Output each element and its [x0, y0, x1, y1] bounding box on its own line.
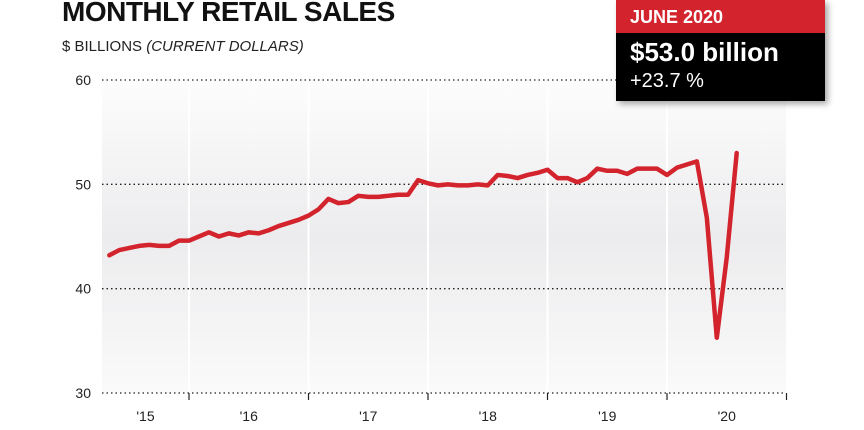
y-tick-label: 50: [75, 176, 91, 192]
sales-line: [107, 150, 739, 340]
x-tick-label: '15: [136, 408, 154, 424]
chart-subtitle: $ BILLIONS (CURRENT DOLLARS): [62, 38, 304, 55]
callout-change: +23.7 %: [630, 70, 704, 92]
x-tick-label: '20: [718, 408, 736, 424]
x-tick-label: '18: [479, 408, 497, 424]
x-tick-label: '16: [240, 408, 258, 424]
subtitle-note: (CURRENT DOLLARS): [146, 38, 304, 55]
callout-box: JUNE 2020 $53.0 billion +23.7 %: [616, 0, 825, 101]
x-tick-label: '17: [359, 408, 377, 424]
y-tick-label: 30: [75, 385, 91, 401]
chart-title: MONTHLY RETAIL SALES: [62, 0, 395, 27]
y-tick-label: 40: [75, 281, 91, 297]
callout-period: JUNE 2020: [616, 0, 825, 33]
subtitle-units: $ BILLIONS: [62, 38, 143, 55]
callout-value: $53.0 billion: [630, 37, 779, 67]
x-tick-label: '19: [598, 408, 616, 424]
y-tick-label: 60: [75, 72, 91, 88]
